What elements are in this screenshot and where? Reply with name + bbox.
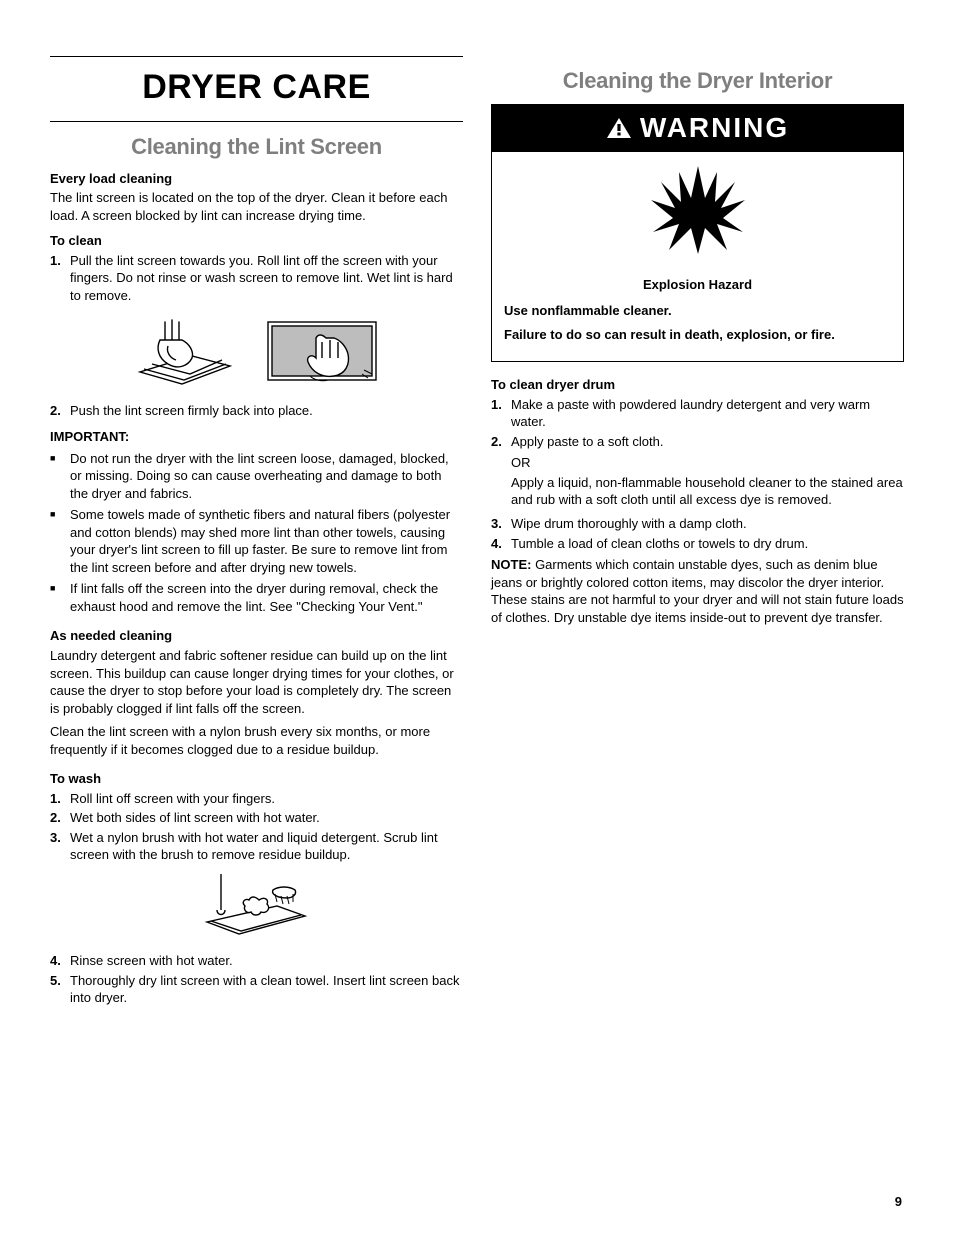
- left-column: DRYER CARE Cleaning the Lint Screen Ever…: [50, 50, 463, 1011]
- drum-subhead: To clean dryer drum: [491, 376, 904, 394]
- hazard-line-2: Failure to do so can result in death, ex…: [504, 326, 891, 344]
- to-wash-list-2: 4.Rinse screen with hot water. 5.Thoroug…: [50, 952, 463, 1007]
- to-clean-subhead: To clean: [50, 232, 463, 250]
- lint-illustrations: [50, 314, 463, 390]
- brush-illustration: [50, 872, 463, 942]
- page-columns: DRYER CARE Cleaning the Lint Screen Ever…: [50, 50, 904, 1011]
- warning-triangle-icon: [606, 117, 632, 139]
- wash-step-5: Thoroughly dry lint screen with a clean …: [70, 972, 463, 1007]
- note-paragraph: NOTE: Garments which contain unstable dy…: [491, 556, 904, 626]
- brush-screen-icon: [197, 872, 317, 942]
- clean-step-2: Push the lint screen firmly back into pl…: [70, 402, 463, 420]
- important-bullets: Do not run the dryer with the lint scree…: [50, 450, 463, 616]
- wash-step-4: Rinse screen with hot water.: [70, 952, 463, 970]
- explosion-icon: [643, 158, 753, 258]
- interior-title: Cleaning the Dryer Interior: [491, 66, 904, 96]
- main-title: DRYER CARE: [50, 57, 463, 121]
- warning-text: WARNING: [640, 109, 789, 147]
- important-bullet-1: Do not run the dryer with the lint scree…: [70, 450, 463, 503]
- drum-list: 1.Make a paste with powdered laundry det…: [491, 396, 904, 451]
- to-clean-list: 1.Pull the lint screen towards you. Roll…: [50, 252, 463, 305]
- to-clean-list-2: 2.Push the lint screen firmly back into …: [50, 402, 463, 420]
- hazard-title: Explosion Hazard: [504, 276, 891, 294]
- drum-list-2: 3.Wipe drum thoroughly with a damp cloth…: [491, 515, 904, 552]
- to-wash-subhead: To wash: [50, 770, 463, 788]
- wipe-screen-icon: [262, 314, 382, 390]
- drum-step-3: Wipe drum thoroughly with a damp cloth.: [511, 515, 904, 533]
- important-bullet-2: Some towels made of synthetic fibers and…: [70, 506, 463, 576]
- drum-step-2: Apply paste to a soft cloth.: [511, 433, 904, 451]
- page-number: 9: [895, 1193, 902, 1211]
- clean-step-1: Pull the lint screen towards you. Roll l…: [70, 252, 463, 305]
- intro-paragraph: The lint screen is located on the top of…: [50, 189, 463, 224]
- warning-bar: WARNING: [492, 105, 903, 153]
- pull-screen-icon: [132, 314, 242, 390]
- lint-screen-title: Cleaning the Lint Screen: [50, 132, 463, 162]
- as-needed-p1: Laundry detergent and fabric softener re…: [50, 647, 463, 717]
- drum-step-2b: Apply a liquid, non-flammable household …: [511, 474, 904, 509]
- drum-step-1: Make a paste with powdered laundry deter…: [511, 396, 904, 431]
- explosion-illustration: [492, 152, 903, 266]
- every-load-subhead: Every load cleaning: [50, 170, 463, 188]
- wash-step-1: Roll lint off screen with your fingers.: [70, 790, 463, 808]
- as-needed-p2: Clean the lint screen with a nylon brush…: [50, 723, 463, 758]
- hazard-line-1: Use nonflammable cleaner.: [504, 302, 891, 320]
- warning-body: Explosion Hazard Use nonflammable cleane…: [492, 266, 903, 361]
- important-label: IMPORTANT:: [50, 428, 463, 446]
- note-body: Garments which contain unstable dyes, su…: [491, 557, 904, 625]
- warning-box: WARNING Explosion Hazard Use nonflammabl…: [491, 104, 904, 362]
- note-label: NOTE:: [491, 557, 531, 572]
- to-wash-list: 1.Roll lint off screen with your fingers…: [50, 790, 463, 864]
- important-bullet-3: If lint falls off the screen into the dr…: [70, 580, 463, 615]
- wash-step-3: Wet a nylon brush with hot water and liq…: [70, 829, 463, 864]
- as-needed-subhead: As needed cleaning: [50, 627, 463, 645]
- right-column: Cleaning the Dryer Interior WARNING Expl…: [491, 50, 904, 1011]
- wash-step-2: Wet both sides of lint screen with hot w…: [70, 809, 463, 827]
- drum-step-4: Tumble a load of clean cloths or towels …: [511, 535, 904, 553]
- or-label: OR: [511, 454, 904, 472]
